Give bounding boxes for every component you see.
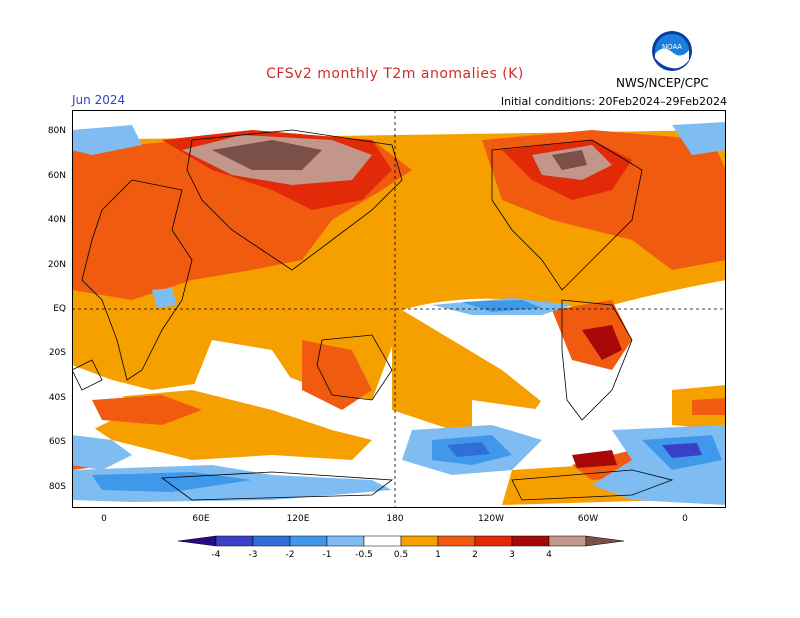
lat-label-60n: 60N (47, 171, 66, 181)
lon-label-120e: 120E (286, 514, 310, 524)
legend-swatch (215, 535, 254, 547)
legend-swatch (289, 535, 328, 547)
lat-label-20n: 20N (47, 260, 66, 270)
map-title: CFSv2 monthly T2m anomalies (K) (266, 66, 524, 82)
lat-label-eq: EQ (53, 304, 66, 314)
legend-swatch (252, 535, 291, 547)
lat-label-40s: 40S (48, 393, 66, 403)
legend-label: 1 (435, 550, 441, 560)
lat-label-60s: 60S (48, 437, 66, 447)
legend-arrow-high (585, 535, 625, 547)
legend-swatch (400, 535, 439, 547)
legend-label: -4 (212, 550, 221, 560)
logo-text: NOAA (662, 44, 682, 51)
noaa-logo: NOAA (652, 31, 692, 71)
cool-anomaly-areas (72, 122, 726, 505)
anomaly-map (72, 110, 726, 508)
legend-label: -2 (286, 550, 295, 560)
initial-conditions: Initial conditions: 20Feb2024–29Feb2024 (500, 95, 727, 108)
legend-label: -0.5 (355, 550, 373, 560)
legend-swatch (548, 535, 587, 547)
lon-label-120w: 120W (477, 514, 505, 524)
warm-anomaly-brown (182, 135, 612, 185)
lon-label-0: 0 (101, 514, 107, 524)
legend-label: -3 (249, 550, 258, 560)
legend-label: 0.5 (394, 550, 408, 560)
lon-label-60w: 60W (577, 514, 599, 524)
legend-label: 4 (546, 550, 552, 560)
map-frame (72, 110, 726, 508)
lat-label-20s: 20S (48, 348, 66, 358)
forecast-month: Jun 2024 (72, 93, 126, 107)
lon-label-0-east: 0 (682, 514, 688, 524)
lon-label-180: 180 (386, 514, 404, 524)
lat-label-40n: 40N (47, 215, 66, 225)
lat-label-80s: 80S (48, 482, 66, 492)
coastlines (72, 129, 674, 501)
lon-label-60e: 60E (192, 514, 210, 524)
legend-swatch (363, 535, 402, 547)
legend-swatch (511, 535, 550, 547)
color-legend: -4 -3 -2 -1 -0.5 0.5 1 2 3 4 (177, 535, 625, 560)
legend-label: 3 (509, 550, 515, 560)
legend-label: -1 (323, 550, 332, 560)
legend-swatch (474, 535, 513, 547)
legend-swatch (326, 535, 365, 547)
legend-label: 2 (472, 550, 478, 560)
lat-label-80n: 80N (47, 126, 66, 136)
agency-label: NWS/NCEP/CPC (616, 76, 709, 90)
legend-swatch (437, 535, 476, 547)
legend-arrow-low (177, 535, 217, 547)
